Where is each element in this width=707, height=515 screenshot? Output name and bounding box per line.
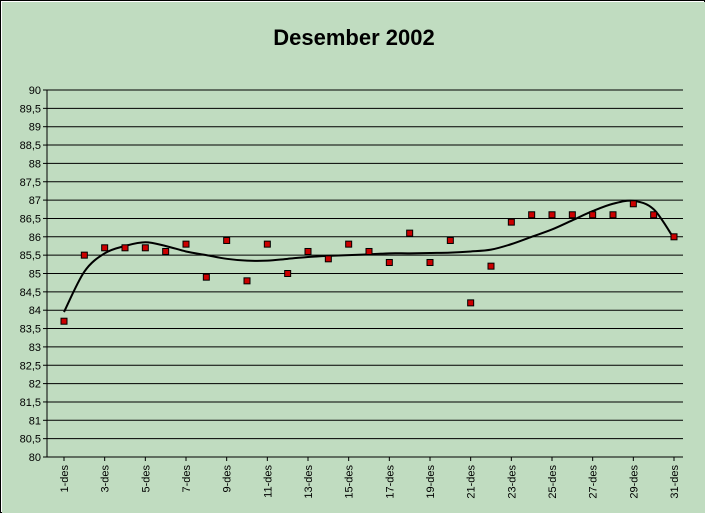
- data-point: [507, 218, 515, 226]
- x-tick-label: 29-des: [628, 465, 640, 499]
- y-tick-label: 89: [29, 122, 41, 134]
- x-tick-label: 25-des: [547, 465, 559, 499]
- x-tick-label: 1-des: [59, 465, 71, 493]
- x-tick-label: 27-des: [588, 465, 600, 499]
- data-point: [80, 251, 88, 259]
- data-point: [223, 236, 231, 244]
- x-tick-label: 23-des: [506, 465, 518, 499]
- data-point: [141, 244, 149, 252]
- x-tick-label: 13-des: [303, 465, 315, 499]
- y-tick-label: 88: [29, 158, 41, 170]
- x-tick-label: 15-des: [344, 465, 356, 499]
- data-point: [446, 236, 454, 244]
- data-point: [528, 211, 536, 219]
- data-point: [60, 317, 68, 325]
- x-tick-label: 21-des: [466, 465, 478, 499]
- y-tick-label: 88,5: [20, 140, 41, 152]
- data-point: [589, 211, 597, 219]
- data-point: [650, 211, 658, 219]
- data-point: [162, 247, 170, 255]
- data-point: [263, 240, 271, 248]
- data-point: [202, 273, 210, 281]
- x-tick-label: 19-des: [425, 465, 437, 499]
- data-point: [548, 211, 556, 219]
- y-tick-label: 80,5: [20, 434, 41, 446]
- data-point: [304, 247, 312, 255]
- data-points: [60, 200, 678, 325]
- data-point: [284, 270, 292, 277]
- x-tick-label: 5-des: [140, 465, 152, 493]
- y-tick-label: 83: [29, 342, 41, 354]
- chart-title: Desember 2002: [273, 25, 434, 50]
- y-tick-label: 86: [29, 232, 41, 244]
- y-tick-label: 87,5: [20, 177, 41, 189]
- data-point: [467, 299, 475, 307]
- gridlines: [47, 89, 683, 458]
- x-tick-label: 11-des: [262, 465, 274, 498]
- x-tick-label: 3-des: [100, 465, 112, 493]
- data-point: [324, 255, 332, 263]
- y-tick-label: 82: [29, 379, 41, 391]
- y-tick-label: 82,5: [20, 360, 41, 372]
- y-tick-label: 90: [29, 85, 41, 97]
- x-tick-label: 7-des: [181, 465, 193, 493]
- y-axis: 80 80,5 81 81,5 82 82,5 83 83,5 84 84,5 85 85,5 86 86…: [20, 85, 48, 464]
- y-tick-label: 85: [29, 269, 41, 281]
- data-point: [101, 244, 109, 252]
- x-tick-label: 9-des: [222, 465, 234, 493]
- y-tick-label: 81: [29, 415, 41, 427]
- data-point: [182, 240, 190, 248]
- data-point: [426, 258, 434, 266]
- data-point: [670, 233, 678, 241]
- y-tick-label: 80: [29, 452, 41, 464]
- x-axis: 1-des 3-des 5-des 7-des 9-des 11-des 13-des 15-…: [47, 456, 683, 499]
- y-tick-label: 84: [29, 305, 41, 317]
- y-tick-label: 87: [29, 195, 41, 207]
- data-point: [629, 200, 637, 208]
- data-point: [385, 258, 393, 266]
- x-tick-label: 31-des: [669, 465, 681, 499]
- data-point: [406, 229, 414, 237]
- data-point: [345, 240, 353, 248]
- data-point: [568, 211, 576, 219]
- y-tick-label: 89,5: [20, 103, 41, 115]
- data-point: [487, 262, 495, 270]
- y-tick-label: 83,5: [20, 324, 41, 336]
- data-point: [121, 244, 129, 252]
- y-tick-label: 86,5: [20, 213, 41, 225]
- y-tick-label: 85,5: [20, 250, 41, 262]
- data-point: [365, 247, 373, 255]
- y-tick-label: 84,5: [20, 287, 41, 299]
- y-tick-label: 81,5: [20, 397, 41, 409]
- data-point: [609, 211, 617, 219]
- data-point: [243, 277, 251, 285]
- x-tick-label: 17-des: [384, 465, 396, 499]
